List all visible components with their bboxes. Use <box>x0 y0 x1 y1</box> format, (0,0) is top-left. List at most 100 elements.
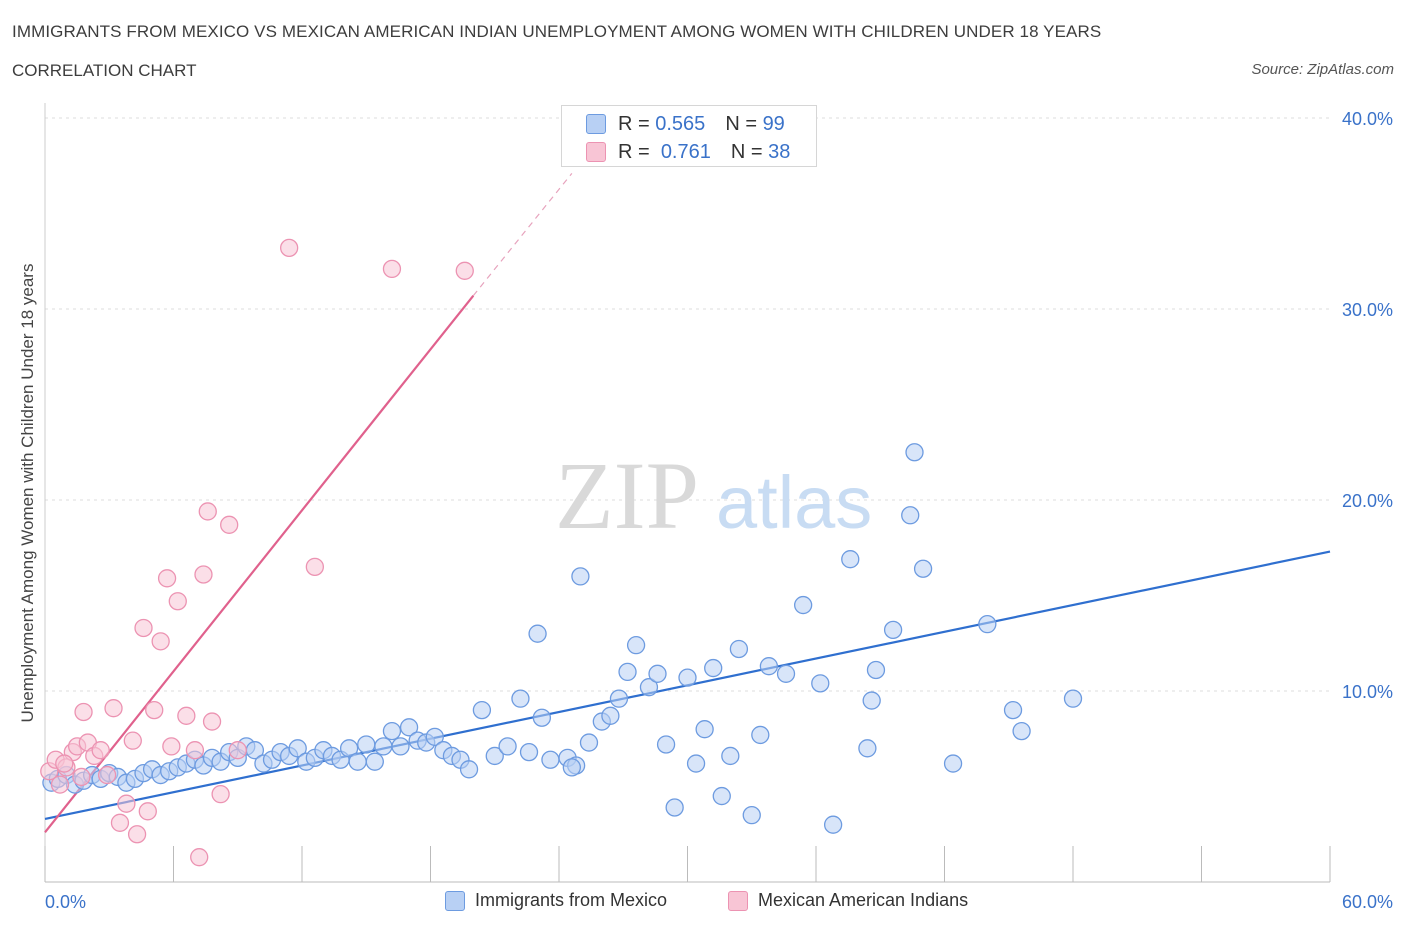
chart-subtitle: CORRELATION CHART <box>12 61 197 80</box>
data-point <box>541 750 560 769</box>
data-point <box>50 775 70 794</box>
data-point <box>117 794 136 813</box>
data-point <box>305 557 325 576</box>
data-point <box>721 746 740 766</box>
n-label: N = <box>725 112 757 135</box>
data-point <box>562 758 581 777</box>
data-point <box>91 741 110 760</box>
data-point <box>1063 689 1083 708</box>
data-point <box>618 662 637 682</box>
n-value-mexico: 99 <box>762 112 785 135</box>
data-point <box>472 700 492 720</box>
bottom-legend-mexico: Immigrants from Mexico <box>445 890 667 911</box>
trendline-extension-mexican-american-indians <box>472 173 573 297</box>
data-point <box>665 798 684 817</box>
data-point <box>220 515 239 534</box>
data-point <box>751 725 770 745</box>
tick-labels: 10.0% 20.0% 30.0% 40.0% 0.0% 60.0% <box>45 109 1393 912</box>
data-point <box>157 569 177 588</box>
data-point <box>211 784 230 804</box>
data-point <box>913 559 933 578</box>
data-point <box>288 739 307 758</box>
data-point <box>425 727 444 746</box>
data-point <box>177 706 196 725</box>
data-point <box>190 848 209 867</box>
y-tick-label: 40.0% <box>1342 109 1393 129</box>
data-point <box>365 752 384 771</box>
data-point <box>776 664 796 683</box>
data-point <box>391 737 410 756</box>
watermark-atlas: atlas <box>716 461 872 544</box>
data-point <box>626 636 646 655</box>
correlation-legend: R = 0.565 N = 99 R = 0.761 N = 38 <box>561 105 817 167</box>
data-point <box>978 615 997 634</box>
data-point <box>601 706 620 725</box>
data-point <box>609 689 629 708</box>
n-value-indians: 38 <box>768 140 791 163</box>
data-point <box>866 660 886 680</box>
data-point <box>905 443 924 462</box>
legend-row-mexico: R = 0.565 N = 99 <box>586 113 785 135</box>
data-point <box>943 754 963 773</box>
data-point <box>678 668 697 687</box>
data-point <box>695 720 714 739</box>
data-point <box>134 618 153 638</box>
source-label: Source: ZipAtlas.com <box>1251 61 1394 78</box>
r-value-mexico: 0.565 <box>655 112 706 135</box>
data-point <box>357 735 376 754</box>
bottom-swatch-blue <box>445 890 465 911</box>
data-point <box>528 624 547 643</box>
data-point <box>202 712 222 731</box>
data-point <box>97 765 117 785</box>
data-point <box>532 708 552 727</box>
watermark: ZIP atlas <box>555 442 872 549</box>
data-point <box>823 815 843 834</box>
data-point <box>519 742 539 762</box>
data-point <box>145 700 164 720</box>
data-point <box>639 678 659 697</box>
y-tick-label: 10.0% <box>1342 682 1393 702</box>
data-point <box>742 806 761 825</box>
y-tick-label: 20.0% <box>1342 491 1393 511</box>
data-point <box>759 657 779 676</box>
gridlines <box>45 117 1330 692</box>
data-point <box>498 737 517 756</box>
data-point <box>110 813 130 832</box>
y-tick-label: 30.0% <box>1342 300 1393 320</box>
bottom-legend-label-indians: Mexican American Indians <box>758 890 969 910</box>
data-point <box>72 767 91 787</box>
data-point <box>123 731 142 750</box>
data-point <box>151 632 170 651</box>
data-point <box>648 664 667 683</box>
data-point <box>858 739 877 758</box>
x-tick-label: 0.0% <box>45 892 86 912</box>
data-point <box>194 565 213 584</box>
data-points <box>40 238 1083 867</box>
data-point <box>399 718 419 737</box>
data-point <box>348 752 367 771</box>
axes <box>44 103 1331 883</box>
data-point <box>382 721 402 741</box>
data-point <box>55 754 74 773</box>
data-point <box>339 739 359 758</box>
r-value-indians: 0.761 <box>660 140 711 163</box>
data-point <box>883 620 903 640</box>
bottom-legend-label-mexico: Immigrants from Mexico <box>475 890 668 910</box>
data-point <box>127 825 147 844</box>
data-point <box>686 754 706 773</box>
data-point <box>729 639 749 659</box>
bottom-swatch-pink <box>728 890 748 911</box>
chart-title: IMMIGRANTS FROM MEXICO VS MEXICAN AMERIC… <box>12 22 1102 41</box>
x-tick-label: 60.0% <box>1342 892 1393 912</box>
legend-row-indians: R = 0.761 N = 38 <box>586 141 790 163</box>
data-point <box>511 689 530 708</box>
y-axis-label: Unemployment Among Women with Children U… <box>18 264 37 723</box>
data-point <box>228 741 247 760</box>
data-point <box>279 238 299 258</box>
r-label: R = <box>618 112 650 135</box>
data-point <box>862 691 881 710</box>
data-point <box>579 733 599 752</box>
data-point <box>459 760 479 779</box>
legend-swatch-pink <box>586 142 606 162</box>
